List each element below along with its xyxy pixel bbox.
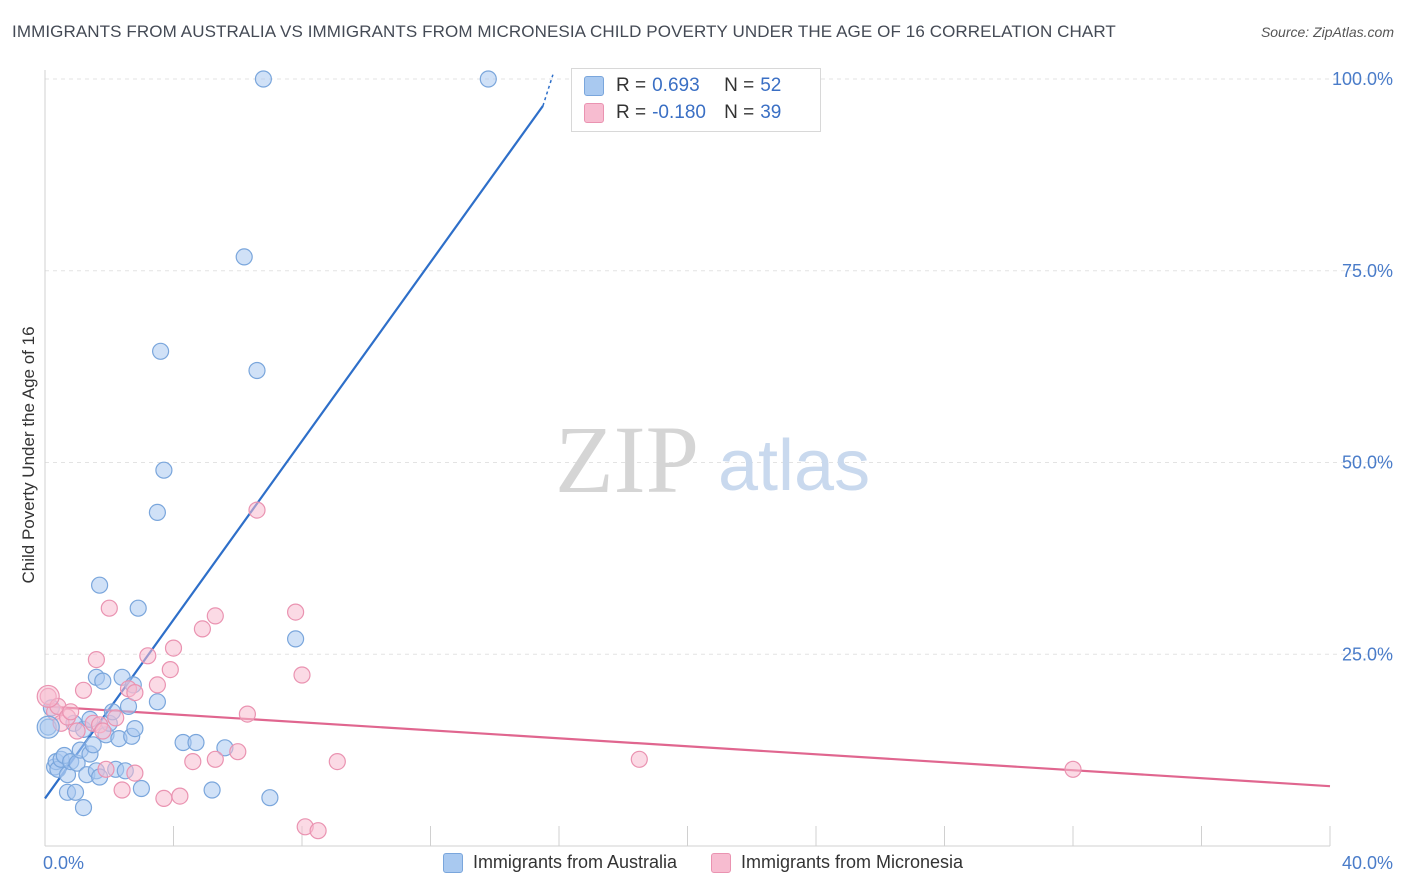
x-tick-labels: 0.0% 40.0% bbox=[43, 853, 1393, 873]
micronesia-point bbox=[248, 501, 266, 519]
australia-point bbox=[155, 461, 173, 479]
grid-layer bbox=[45, 78, 1390, 655]
micronesia-point bbox=[139, 647, 157, 665]
micronesia-point bbox=[206, 607, 224, 625]
x-tick-label-min: 0.0% bbox=[43, 853, 84, 873]
micronesia-point bbox=[171, 787, 189, 805]
legend-item-australia[interactable]: Immigrants from Australia bbox=[442, 852, 677, 873]
n-value-australia: 52 bbox=[760, 75, 782, 96]
data-points bbox=[36, 70, 1082, 840]
australia-point bbox=[235, 248, 253, 266]
y-tick-label: 25.0% bbox=[1342, 644, 1393, 664]
n-value-micronesia: 39 bbox=[760, 102, 782, 123]
axis-layer bbox=[44, 70, 1331, 847]
micronesia-point bbox=[184, 752, 202, 771]
micronesia-point bbox=[126, 683, 144, 702]
n-label: N = bbox=[724, 102, 755, 123]
micronesia-point bbox=[1064, 760, 1082, 778]
australia-point bbox=[203, 781, 221, 799]
australia-point bbox=[129, 599, 147, 617]
legend-row-australia: R = 0.693 N = 52 bbox=[584, 74, 781, 98]
australia-point bbox=[261, 789, 279, 807]
legend-label-australia: Immigrants from Australia bbox=[472, 852, 677, 872]
micronesia-point bbox=[164, 639, 183, 657]
australia-point bbox=[287, 630, 305, 648]
micronesia-point bbox=[94, 722, 112, 740]
micronesia-point bbox=[36, 684, 60, 709]
source-label: Source: ZipAtlas.com bbox=[1260, 24, 1394, 40]
micronesia-swatch bbox=[584, 103, 604, 123]
y-tick-label: 100.0% bbox=[1332, 69, 1393, 89]
australia-point bbox=[66, 783, 85, 801]
series-legend: Immigrants from Australia Immigrants fro… bbox=[0, 852, 1406, 873]
australia-point bbox=[248, 361, 266, 380]
australia-point bbox=[479, 70, 497, 88]
n-label: N = bbox=[724, 75, 755, 96]
micronesia-point bbox=[148, 676, 166, 694]
australia-point bbox=[94, 672, 112, 690]
chart-title: IMMIGRANTS FROM AUSTRALIA VS IMMIGRANTS … bbox=[12, 22, 1116, 41]
australia-point bbox=[132, 779, 150, 798]
r-value-australia: 0.693 bbox=[652, 75, 700, 96]
y-axis-label: Child Poverty Under the Age of 16 bbox=[19, 326, 38, 583]
micronesia-point bbox=[193, 620, 211, 638]
watermark-atlas: atlas bbox=[718, 426, 870, 506]
australia-legend-swatch bbox=[442, 852, 463, 873]
micronesia-point bbox=[126, 764, 144, 782]
australia-point bbox=[84, 736, 102, 754]
australia-point bbox=[36, 715, 60, 739]
australia-point bbox=[148, 503, 166, 522]
watermark-zip: ZIP bbox=[555, 406, 699, 513]
australia-point bbox=[187, 733, 205, 752]
y-tick-label: 50.0% bbox=[1342, 453, 1393, 473]
australia-point bbox=[254, 70, 272, 88]
stats-legend: R = 0.693 N = 52 R = -0.180 N = 39 bbox=[571, 68, 821, 132]
micronesia-point bbox=[161, 660, 179, 679]
micronesia-point bbox=[62, 703, 80, 721]
micronesia-point bbox=[74, 681, 93, 699]
micronesia-point bbox=[630, 750, 648, 768]
australia-point bbox=[74, 798, 93, 817]
y-tick-label: 75.0% bbox=[1342, 261, 1393, 281]
australia-point bbox=[126, 719, 144, 738]
micronesia-point bbox=[287, 603, 305, 621]
micronesia-point bbox=[107, 709, 125, 727]
r-label: R = bbox=[616, 75, 647, 96]
r-label: R = bbox=[616, 102, 647, 123]
micronesia-point bbox=[238, 705, 256, 723]
legend-label-micronesia: Immigrants from Micronesia bbox=[741, 852, 964, 872]
micronesia-point bbox=[68, 722, 86, 740]
micronesia-point bbox=[206, 750, 224, 768]
x-tick-label-max: 40.0% bbox=[1342, 853, 1393, 873]
micronesia-trend-line bbox=[44, 705, 1331, 788]
australia-swatch bbox=[584, 76, 604, 96]
watermark: ZIP atlas bbox=[555, 406, 870, 513]
micronesia-point bbox=[309, 822, 327, 840]
australia-point bbox=[119, 697, 138, 716]
australia-trend-line bbox=[44, 105, 544, 800]
legend-item-micronesia[interactable]: Immigrants from Micronesia bbox=[711, 852, 963, 873]
micronesia-point bbox=[100, 599, 118, 617]
australia-point bbox=[148, 693, 166, 711]
micronesia-point bbox=[87, 650, 106, 669]
micronesia-point bbox=[113, 781, 131, 799]
micronesia-point bbox=[229, 743, 247, 761]
y-tick-labels: 25.0% 50.0% 75.0% 100.0% bbox=[1332, 69, 1393, 664]
micronesia-point bbox=[97, 760, 115, 778]
australia-point bbox=[90, 576, 109, 594]
micronesia-point bbox=[293, 666, 311, 684]
legend-row-micronesia: R = -0.180 N = 39 bbox=[584, 101, 781, 125]
australia-point bbox=[152, 342, 170, 360]
micronesia-point bbox=[155, 789, 173, 808]
micronesia-legend-swatch bbox=[711, 852, 731, 873]
micronesia-point bbox=[328, 752, 346, 771]
r-value-micronesia: -0.180 bbox=[652, 102, 706, 123]
